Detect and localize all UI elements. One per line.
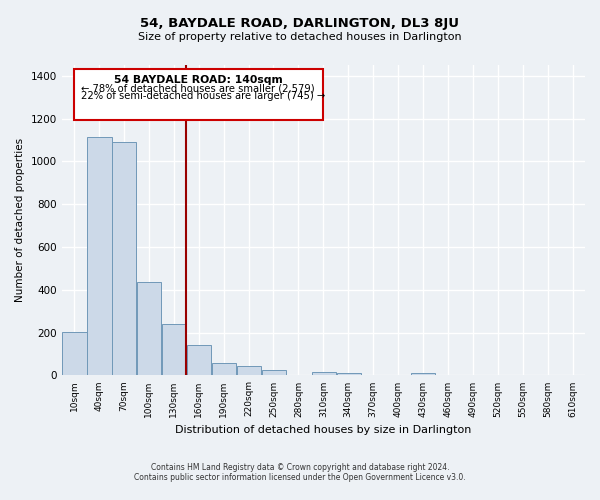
- Text: ← 78% of detached houses are smaller (2,579): ← 78% of detached houses are smaller (2,…: [81, 84, 314, 94]
- Bar: [137, 282, 161, 376]
- Bar: [88, 136, 112, 376]
- Bar: [412, 374, 436, 376]
- FancyBboxPatch shape: [74, 70, 323, 119]
- Bar: [162, 324, 186, 376]
- Bar: [337, 374, 361, 376]
- Bar: [62, 332, 86, 376]
- Text: 54 BAYDALE ROAD: 140sqm: 54 BAYDALE ROAD: 140sqm: [115, 76, 283, 86]
- Text: 22% of semi-detached houses are larger (745) →: 22% of semi-detached houses are larger (…: [81, 90, 325, 101]
- Bar: [312, 372, 336, 376]
- Bar: [187, 346, 211, 376]
- Text: 54, BAYDALE ROAD, DARLINGTON, DL3 8JU: 54, BAYDALE ROAD, DARLINGTON, DL3 8JU: [140, 18, 460, 30]
- Bar: [262, 370, 286, 376]
- X-axis label: Distribution of detached houses by size in Darlington: Distribution of detached houses by size …: [175, 425, 472, 435]
- Bar: [112, 142, 136, 376]
- Text: Contains public sector information licensed under the Open Government Licence v3: Contains public sector information licen…: [134, 474, 466, 482]
- Bar: [212, 362, 236, 376]
- Bar: [237, 366, 261, 376]
- Text: Size of property relative to detached houses in Darlington: Size of property relative to detached ho…: [138, 32, 462, 42]
- Y-axis label: Number of detached properties: Number of detached properties: [15, 138, 25, 302]
- Text: Contains HM Land Registry data © Crown copyright and database right 2024.: Contains HM Land Registry data © Crown c…: [151, 464, 449, 472]
